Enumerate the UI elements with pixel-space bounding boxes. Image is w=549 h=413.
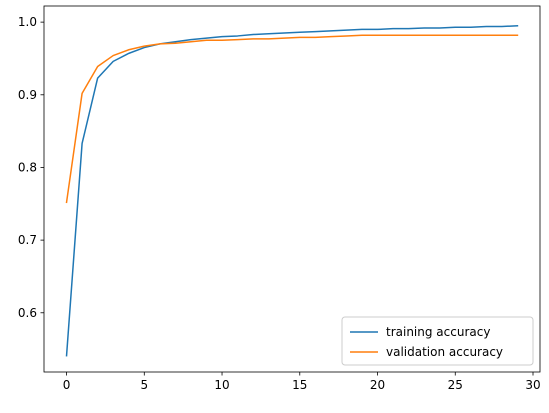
- series-line-validation-accuracy: [65, 34, 519, 204]
- x-tick-label: 30: [525, 378, 540, 392]
- series-line-training-accuracy: [65, 24, 519, 357]
- x-tick-label: 0: [63, 378, 71, 392]
- legend-label-training-accuracy: training accuracy: [386, 325, 490, 339]
- y-tick-label: 0.7: [18, 233, 37, 247]
- x-tick-label: 25: [448, 378, 463, 392]
- legend: training accuracy validation accuracy: [341, 316, 534, 366]
- x-tick-label: 10: [214, 378, 229, 392]
- x-tick-label: 5: [140, 378, 148, 392]
- x-tick-label: 15: [292, 378, 307, 392]
- x-tick-label: 20: [370, 378, 385, 392]
- series-layer: [65, 24, 519, 357]
- legend-label-validation-accuracy: validation accuracy: [386, 345, 503, 359]
- plot-frame: [43, 5, 541, 373]
- y-tick-label: 0.8: [18, 160, 37, 174]
- y-tick-label: 0.6: [18, 306, 37, 320]
- axis-layer: 0 5 10 15 20 25 30 0.6 0.7 0.8 0.9 1.0: [18, 15, 541, 392]
- y-tick-label: 0.9: [18, 88, 37, 102]
- legend-box: [341, 316, 534, 366]
- y-tick-label: 1.0: [18, 15, 37, 29]
